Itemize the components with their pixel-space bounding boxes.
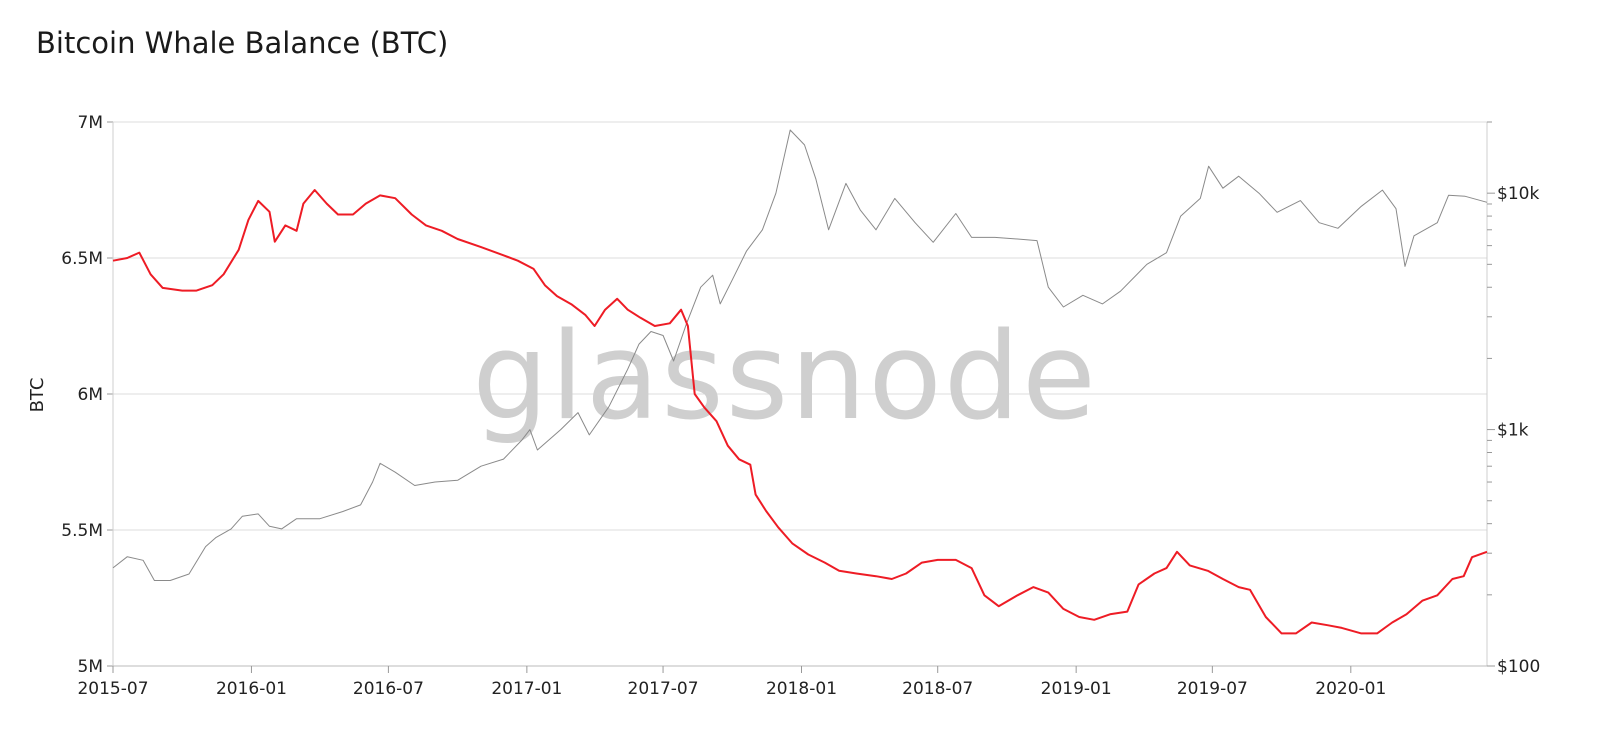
series-line-whale-balance <box>112 189 1488 635</box>
series-layer <box>112 129 1488 635</box>
y-tick-label: 6.5M <box>61 249 103 269</box>
gridlines <box>113 121 1487 667</box>
x-tick-label: 2018-01 <box>766 679 837 699</box>
x-tick-label: 2017-01 <box>491 679 562 699</box>
tick-labels: 7M 6.5M 6M 5.5M 5M $10k $1k $100 2015-07 2016-01 2… <box>61 113 1540 699</box>
y-right-tick-label: $100 <box>1497 657 1540 677</box>
y-tick-label: 6M <box>78 385 103 405</box>
y-axis-label: BTC <box>27 378 48 413</box>
x-tick-label: 2017-07 <box>628 679 699 699</box>
y-right-tick-label: $1k <box>1497 421 1529 441</box>
x-tick-label: 2018-07 <box>902 679 973 699</box>
y-tick-label: 7M <box>78 113 103 133</box>
chart-title: Bitcoin Whale Balance (BTC) <box>36 26 449 60</box>
x-tick-label: 2019-01 <box>1041 679 1112 699</box>
y-tick-label: 5.5M <box>61 521 103 541</box>
x-tick-label: 2020-01 <box>1315 679 1386 699</box>
y-tick-label: 5M <box>78 657 103 677</box>
axes <box>107 121 1495 673</box>
x-tick-label: 2016-01 <box>216 679 287 699</box>
x-tick-label: 2016-07 <box>353 679 424 699</box>
watermark: glassnode <box>472 308 1098 447</box>
x-tick-label: 2019-07 <box>1177 679 1248 699</box>
series-line-price <box>112 129 1488 581</box>
y-right-tick-label: $10k <box>1497 184 1539 204</box>
x-tick-label: 2015-07 <box>77 679 148 699</box>
